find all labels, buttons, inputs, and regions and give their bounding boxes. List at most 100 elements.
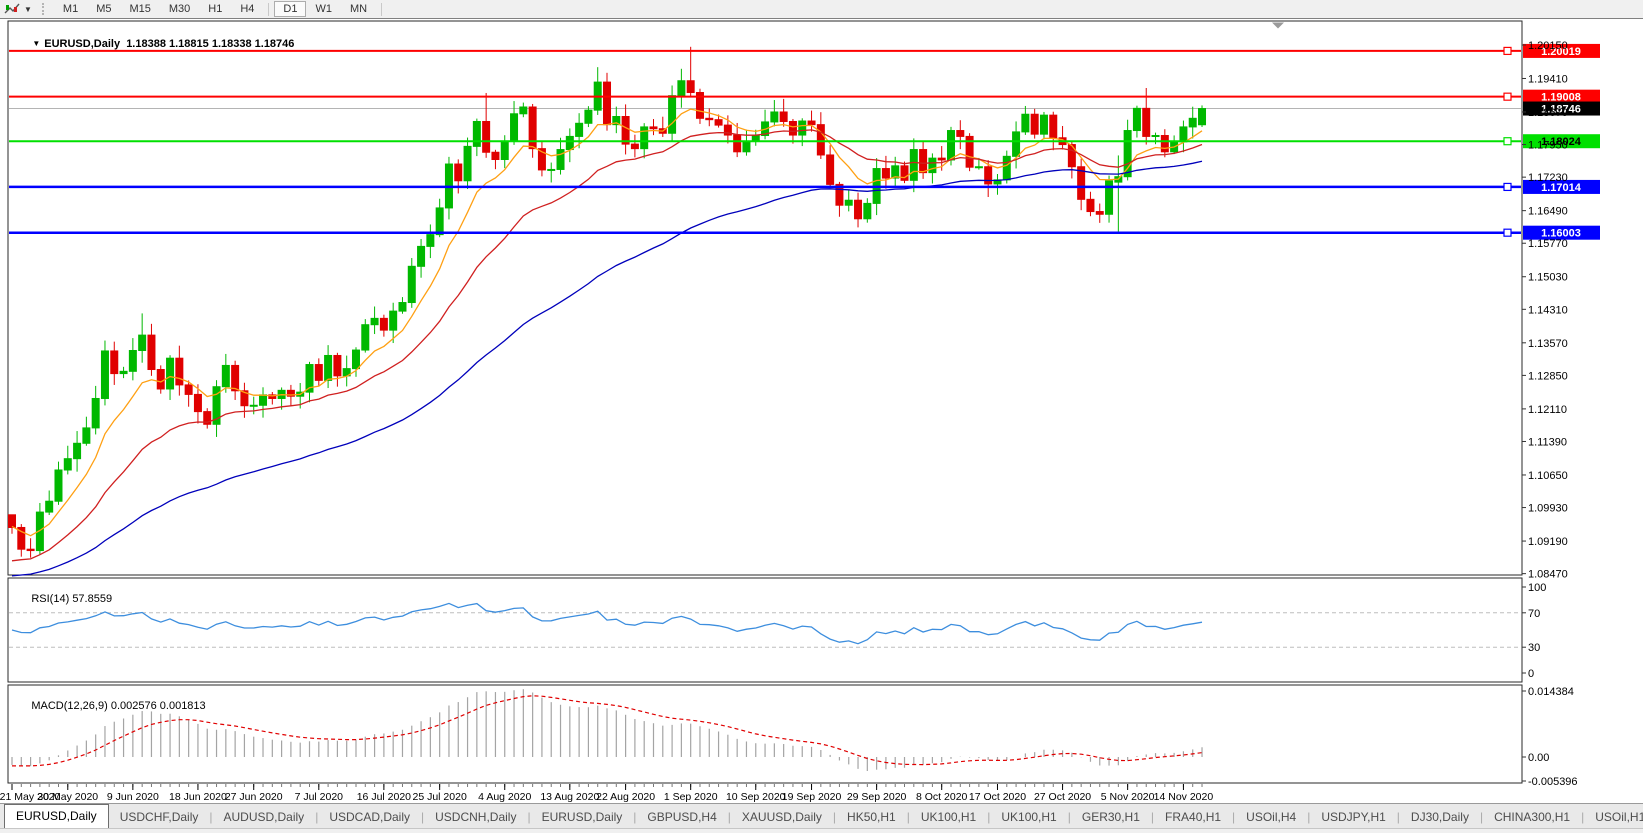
- candle-body: [73, 442, 82, 460]
- candle-body: [231, 364, 240, 392]
- tab-UK100-H1[interactable]: UK100,H1: [1001, 810, 1057, 824]
- price-pane[interactable]: [7, 20, 1523, 576]
- candle-body: [156, 369, 165, 390]
- candle-body: [379, 317, 388, 331]
- current-price-label: [1523, 101, 1600, 116]
- candle-body: [63, 458, 72, 471]
- y-axis-label: 1.16490: [1528, 206, 1568, 218]
- tab-USOil-H1[interactable]: USOil,H1: [1595, 810, 1643, 824]
- candle-body: [1021, 113, 1030, 133]
- candle-body: [175, 357, 184, 386]
- line-handle[interactable]: [1503, 137, 1512, 146]
- tab-CHINA300-H1[interactable]: CHINA300,H1: [1494, 810, 1571, 824]
- price-line-label-text: 1.20019: [1541, 46, 1581, 58]
- chart-shift-marker-icon[interactable]: [1272, 22, 1284, 29]
- timeframe-button-M30[interactable]: M30: [168, 3, 191, 15]
- toolbar-grip[interactable]: [41, 3, 46, 15]
- tab-EURUSD-Daily[interactable]: EURUSD,Daily: [4, 804, 109, 828]
- price-line-label: [1523, 134, 1600, 149]
- candle-body: [779, 111, 788, 122]
- candle-body: [1086, 198, 1095, 213]
- x-axis-label: 13 Aug 2020: [540, 791, 599, 803]
- candle-body: [398, 302, 407, 312]
- tab-DJ30-Daily[interactable]: DJ30,Daily: [1410, 810, 1469, 824]
- candle-body: [1039, 114, 1048, 135]
- tab-USDCHF-Daily[interactable]: USDCHF,Daily: [119, 810, 199, 824]
- candle-body: [1179, 126, 1188, 143]
- candle-body: [110, 350, 119, 375]
- x-axis-label: 7 Jul 2020: [295, 791, 344, 803]
- candle-body: [286, 389, 295, 397]
- candle-body: [221, 364, 230, 388]
- timeframe-button-H4[interactable]: H4: [240, 3, 255, 15]
- chart-tools-icon[interactable]: [2, 1, 22, 17]
- timeframe-button-MN[interactable]: MN: [349, 3, 368, 15]
- timeframe-button-D1[interactable]: D1: [274, 1, 307, 17]
- y-axis-label: 1.18670: [1528, 107, 1568, 119]
- x-axis-label: 30 May 2020: [37, 791, 98, 803]
- tab-UK100-H1[interactable]: UK100,H1: [920, 810, 977, 824]
- timeframe-button-M1[interactable]: M1: [62, 3, 79, 15]
- candle-body: [26, 548, 35, 552]
- x-axis-label: 27 Jun 2020: [225, 791, 283, 803]
- candle-body: [45, 500, 54, 513]
- timeframe-button-W1[interactable]: W1: [315, 3, 332, 15]
- tab-GBPUSD-H4[interactable]: GBPUSD,H4: [647, 810, 717, 824]
- candle-body: [1067, 144, 1076, 168]
- candle-body: [500, 140, 509, 160]
- candle-body: [314, 364, 323, 381]
- candle-body: [965, 135, 974, 168]
- timeframe-button-M15[interactable]: M15: [129, 3, 151, 15]
- tab-separator: |: [315, 810, 319, 824]
- timeframe-button-M5[interactable]: M5: [96, 3, 112, 15]
- tab-separator: |: [1232, 810, 1236, 824]
- tab-USDCAD-Daily[interactable]: USDCAD,Daily: [329, 810, 410, 824]
- tab-separator: |: [527, 810, 531, 824]
- candle-body: [668, 95, 677, 134]
- rsi-pane[interactable]: [7, 577, 1523, 683]
- chevron-down-icon[interactable]: ▼: [24, 4, 32, 14]
- macd-axis-label: 0.00: [1528, 752, 1549, 764]
- fast-ma-line: [11, 108, 1203, 537]
- x-axis-label: 19 Sep 2020: [782, 791, 842, 803]
- x-axis-label: 4 Aug 2020: [478, 791, 531, 803]
- tab-AUDUSD-Daily[interactable]: AUDUSD,Daily: [223, 810, 305, 824]
- candle-body: [203, 411, 212, 425]
- x-axis-label: 10 Sep 2020: [726, 791, 786, 803]
- candle-body: [91, 397, 100, 429]
- candle-body: [798, 120, 807, 136]
- candle-body: [630, 143, 639, 150]
- tab-XAUUSD-Daily[interactable]: XAUUSD,Daily: [741, 810, 822, 824]
- price-line-label-text: 1.18024: [1541, 136, 1582, 148]
- current-price-label-text: 1.18746: [1541, 104, 1581, 116]
- candle-body: [1049, 114, 1058, 139]
- candle-body: [612, 116, 621, 126]
- tab-USOil-H4[interactable]: USOil,H4: [1246, 810, 1297, 824]
- candle-body: [1188, 117, 1197, 128]
- candle-body: [528, 106, 537, 150]
- y-axis-label: 1.20150: [1528, 40, 1568, 52]
- candle-body: [547, 168, 556, 171]
- candle-body: [147, 334, 156, 371]
- candle-body: [835, 183, 844, 206]
- line-handle[interactable]: [1503, 228, 1512, 237]
- x-axis-label: 27 Oct 2020: [1034, 791, 1091, 803]
- line-handle[interactable]: [1503, 182, 1512, 192]
- toolbar-separator: [381, 2, 383, 16]
- macd-pane[interactable]: [7, 684, 1523, 784]
- tab-USDCNH-Daily[interactable]: USDCNH,Daily: [435, 810, 517, 824]
- tab-FRA40-H1[interactable]: FRA40,H1: [1165, 810, 1222, 824]
- tab-GER30-H1[interactable]: GER30,H1: [1081, 810, 1140, 824]
- candle-body: [881, 168, 890, 179]
- candle-body: [454, 163, 463, 182]
- tab-HK50-H1[interactable]: HK50,H1: [847, 810, 896, 824]
- mid-ma-line: [11, 129, 1203, 562]
- candle-body: [351, 349, 360, 370]
- tab-EURUSD-Daily[interactable]: EURUSD,Daily: [541, 810, 623, 824]
- slow-ma-line: [11, 160, 1203, 577]
- tab-USDJPY-H1[interactable]: USDJPY,H1: [1321, 810, 1386, 824]
- line-handle[interactable]: [1503, 46, 1512, 56]
- line-handle[interactable]: [1503, 92, 1512, 101]
- chart-canvas[interactable]: 1.20019 1.19008 1.18024 1.17014 1.16003 1.187…: [0, 18, 1643, 803]
- timeframe-button-H1[interactable]: H1: [208, 3, 223, 15]
